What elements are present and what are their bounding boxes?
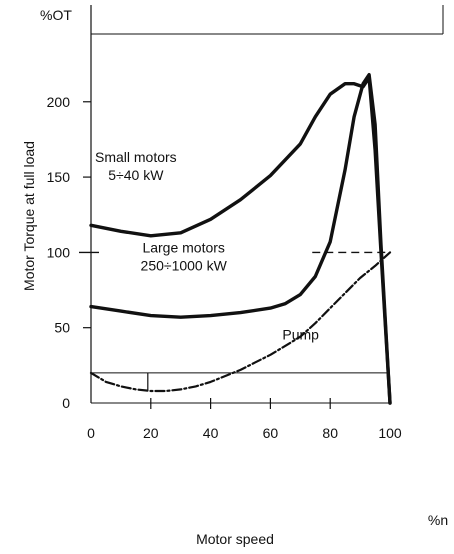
series-label-2: Large motors 250÷1000 kW (141, 239, 228, 273)
series-layer (89, 72, 392, 405)
series-labels: Small motors 5÷40 kW Large motors 250÷1000 … (95, 149, 319, 343)
x-tick-label: 100 (378, 425, 402, 441)
x-tick-label: 40 (203, 425, 219, 441)
x-ticks: 0 20 40 60 80 100 (87, 398, 402, 441)
plot-area (90, 5, 444, 404)
y-axis-title-group: Motor Torque at full load (21, 141, 37, 291)
y-axis-unit-label: %OT (40, 7, 72, 23)
y-axis-title: Motor Torque at full load (21, 141, 37, 291)
series-line-2 (89, 72, 392, 405)
x-tick-label: 20 (143, 425, 159, 441)
x-axis-unit-label: %n (428, 512, 448, 528)
y-tick-label: 150 (47, 169, 71, 185)
y-ticks: 0 50 100 150 200 (47, 94, 91, 411)
reference-lines (79, 251, 390, 374)
y-tick-label: 100 (47, 244, 71, 260)
x-tick-label: 0 (87, 425, 95, 441)
series-label-3: Pump (282, 327, 319, 343)
series-line-1 (89, 75, 392, 405)
series-line-3 (89, 251, 392, 393)
x-axis-title: Motor speed (196, 531, 274, 547)
series-label-1: Small motors 5÷40 kW (95, 149, 177, 183)
y-tick-label: 50 (54, 320, 70, 336)
x-tick-label: 60 (263, 425, 279, 441)
y-tick-label: 200 (47, 94, 71, 110)
x-tick-label: 80 (322, 425, 338, 441)
y-tick-label: 0 (62, 395, 70, 411)
